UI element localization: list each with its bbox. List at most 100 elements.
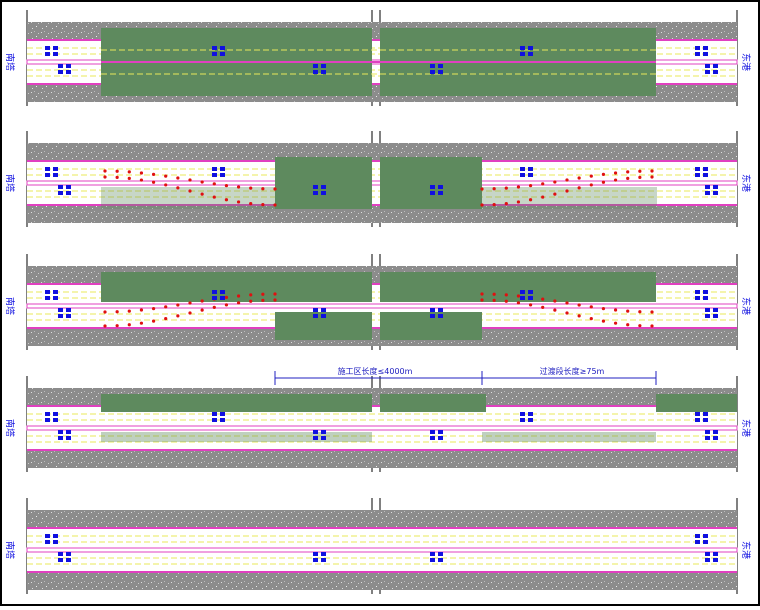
dimension-layer: 施工区长度≤4000m 过渡段长度≥75m [338, 366, 605, 376]
road-sign-icon [321, 436, 326, 440]
road-sign-icon [66, 64, 71, 68]
road-sign-icon [66, 308, 71, 312]
road-sign-icon [528, 52, 533, 56]
traffic-cone-icon [212, 195, 216, 199]
road-sign-icon [66, 430, 71, 434]
road-sign-icon [695, 46, 700, 50]
road-sign-icon [430, 64, 435, 68]
road-sign-icon [45, 534, 50, 538]
road-sign-icon [313, 558, 318, 562]
road-sign-icon [528, 412, 533, 416]
traffic-cone-icon [553, 192, 557, 196]
road-sign-icon [430, 191, 435, 195]
road-sign-icon [430, 185, 435, 189]
traffic-cone-icon [638, 324, 642, 328]
road-sign-icon [528, 46, 533, 50]
road-sign-icon [430, 70, 435, 74]
road-sign-icon [313, 191, 318, 195]
traffic-cone-icon [565, 301, 569, 305]
stage-right-label: 东港 [740, 419, 752, 437]
road-sign-icon [220, 418, 225, 422]
road-sign-icon [705, 64, 710, 68]
traffic-cone-icon [127, 309, 131, 313]
traffic-cone-icon [103, 310, 107, 314]
traffic-cone-icon [613, 171, 618, 175]
traffic-cone-icon [613, 308, 618, 312]
traffic-cone-icon [176, 303, 180, 307]
road-sign-icon [58, 64, 63, 68]
work-zone-left [275, 157, 372, 209]
road-sign-icon [430, 308, 435, 312]
median [26, 303, 738, 309]
road-sign-icon [45, 52, 50, 56]
traffic-cone-icon [151, 319, 156, 323]
traffic-cone-icon [516, 200, 521, 204]
road-sign-icon [45, 412, 50, 416]
traffic-cone-icon [188, 189, 192, 193]
road-sign-icon [45, 167, 50, 171]
road-sign-icon [321, 70, 326, 74]
road-sign-icon [430, 314, 435, 318]
road-sign-icon [321, 308, 326, 312]
road-sign-icon [53, 412, 58, 416]
traffic-cone-icon [638, 310, 642, 314]
traffic-cone-icon [115, 324, 119, 328]
road-sign-icon [66, 185, 71, 189]
road-sign-icon [438, 64, 443, 68]
road-sign-icon [45, 173, 50, 177]
traffic-cone-icon [528, 198, 533, 202]
road-sign-icon [430, 558, 435, 562]
traffic-cone-icon [273, 292, 277, 296]
median [26, 547, 738, 553]
traffic-cone-icon [224, 198, 229, 202]
road-sign-icon [695, 290, 700, 294]
road-sign-icon [321, 552, 326, 556]
road-sign-icon [713, 552, 718, 556]
road-sign-icon [438, 558, 443, 562]
transition-left [101, 187, 276, 209]
road-sign-icon [520, 46, 525, 50]
traffic-cone-icon [541, 195, 545, 199]
work-zone-right [656, 394, 737, 412]
traffic-cone-icon [504, 186, 508, 190]
traffic-cone-icon [212, 182, 216, 186]
traffic-cone-icon [273, 187, 277, 191]
road-sign-icon [220, 412, 225, 416]
road-sign-icon [45, 296, 50, 300]
road-sign-icon [58, 70, 63, 74]
road-sign-icon [438, 185, 443, 189]
road-sign-icon [212, 296, 217, 300]
traffic-cone-icon [565, 189, 569, 193]
traffic-cone-icon [249, 293, 253, 297]
road-sign-icon [713, 70, 718, 74]
road-sign-icon [321, 64, 326, 68]
stage-left-label: 南塔 [4, 174, 16, 192]
road-sign-icon [321, 430, 326, 434]
median [26, 425, 738, 431]
road-sign-icon [321, 185, 326, 189]
traffic-cone-icon [516, 301, 521, 305]
traffic-cone-icon [565, 178, 569, 182]
traffic-cone-icon [516, 294, 521, 298]
road-sign-icon [58, 191, 63, 195]
traffic-cone-icon [601, 172, 606, 176]
road-sign-icon [713, 436, 718, 440]
traffic-cone-icon [589, 183, 593, 187]
traffic-cone-icon [200, 299, 204, 303]
road-sign-icon [695, 167, 700, 171]
road-sign-icon [58, 430, 63, 434]
road-sign-icon [430, 430, 435, 434]
road-sign-icon [53, 173, 58, 177]
road-sign-icon [705, 185, 710, 189]
work-zone-mid [380, 394, 486, 412]
road-sign-icon [53, 290, 58, 294]
road-sign-icon [438, 430, 443, 434]
road-sign-icon [705, 558, 710, 562]
traffic-cone-icon [212, 305, 216, 309]
traffic-cone-icon [626, 170, 630, 174]
road-sign-icon [220, 46, 225, 50]
traffic-cone-icon [103, 324, 107, 328]
road-sign-icon [66, 552, 71, 556]
road-sign-icon [703, 296, 708, 300]
